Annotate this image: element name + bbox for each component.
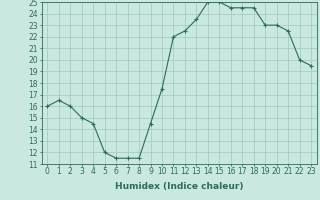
X-axis label: Humidex (Indice chaleur): Humidex (Indice chaleur) — [115, 182, 244, 191]
